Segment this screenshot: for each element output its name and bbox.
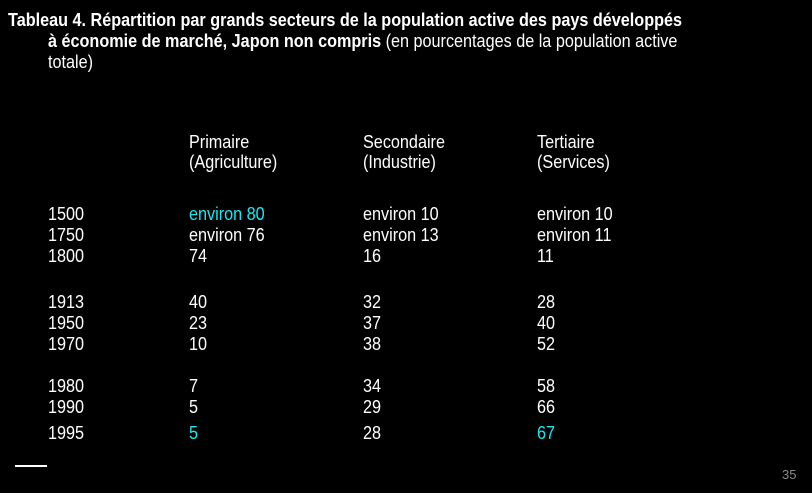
title-line-3: totale) — [48, 52, 94, 72]
row-cell-tertiaire: 28 — [537, 292, 556, 312]
row-cell-primaire: 40 — [189, 292, 208, 312]
row-cell-secondaire: 28 — [363, 423, 382, 443]
row-cell-primaire: 23 — [189, 313, 208, 333]
row-cell-tertiaire: environ 11 — [537, 225, 612, 245]
row-year: 1750 — [48, 225, 85, 245]
row-cell-primaire: 7 — [189, 376, 199, 396]
row-cell-secondaire: environ 10 — [363, 204, 439, 224]
row-cell-secondaire: 37 — [363, 313, 382, 333]
row-cell-secondaire: 29 — [363, 397, 382, 417]
page-number: 35 — [782, 467, 797, 482]
row-cell-tertiaire: 52 — [537, 334, 556, 354]
row-year: 1995 — [48, 423, 85, 443]
header-primaire-sub: (Agriculture) — [189, 152, 278, 172]
header-tertiaire: Tertiaire — [537, 132, 595, 152]
row-cell-primaire: 74 — [189, 246, 208, 266]
row-cell-tertiaire: 67 — [537, 423, 556, 443]
header-secondaire-sub: (Industrie) — [363, 152, 436, 172]
row-cell-secondaire: 32 — [363, 292, 382, 312]
row-year: 1500 — [48, 204, 85, 224]
header-secondaire: Secondaire — [363, 132, 445, 152]
header-primaire: Primaire — [189, 132, 250, 152]
row-cell-secondaire: 16 — [363, 246, 382, 266]
row-cell-secondaire: environ 13 — [363, 225, 439, 245]
row-cell-tertiaire: 11 — [537, 246, 554, 266]
row-year: 1913 — [48, 292, 85, 312]
row-cell-tertiaire: 40 — [537, 313, 556, 333]
row-year: 1970 — [48, 334, 85, 354]
row-year: 1990 — [48, 397, 85, 417]
row-cell-primaire: 5 — [189, 397, 199, 417]
row-year: 1800 — [48, 246, 85, 266]
row-cell-primaire: environ 76 — [189, 225, 265, 245]
row-cell-secondaire: 38 — [363, 334, 382, 354]
row-cell-secondaire: 34 — [363, 376, 382, 396]
title-line-2: à économie de marché, Japon non compris … — [48, 31, 677, 52]
row-cell-tertiaire: 58 — [537, 376, 556, 396]
row-year: 1950 — [48, 313, 85, 333]
row-cell-tertiaire: environ 10 — [537, 204, 613, 224]
title-note: (en pourcentages de la population active — [381, 31, 678, 51]
row-cell-primaire: 5 — [189, 423, 199, 443]
row-cell-primaire: 10 — [189, 334, 208, 354]
title-line-1: Tableau 4. Répartition par grands secteu… — [8, 10, 683, 30]
row-year: 1980 — [48, 376, 85, 396]
row-cell-tertiaire: 66 — [537, 397, 556, 417]
row-cell-primaire: environ 80 — [189, 204, 265, 224]
title-bold-part: à économie de marché, Japon non compris — [48, 31, 382, 51]
header-tertiaire-sub: (Services) — [537, 152, 610, 172]
footer-rule — [15, 465, 47, 467]
